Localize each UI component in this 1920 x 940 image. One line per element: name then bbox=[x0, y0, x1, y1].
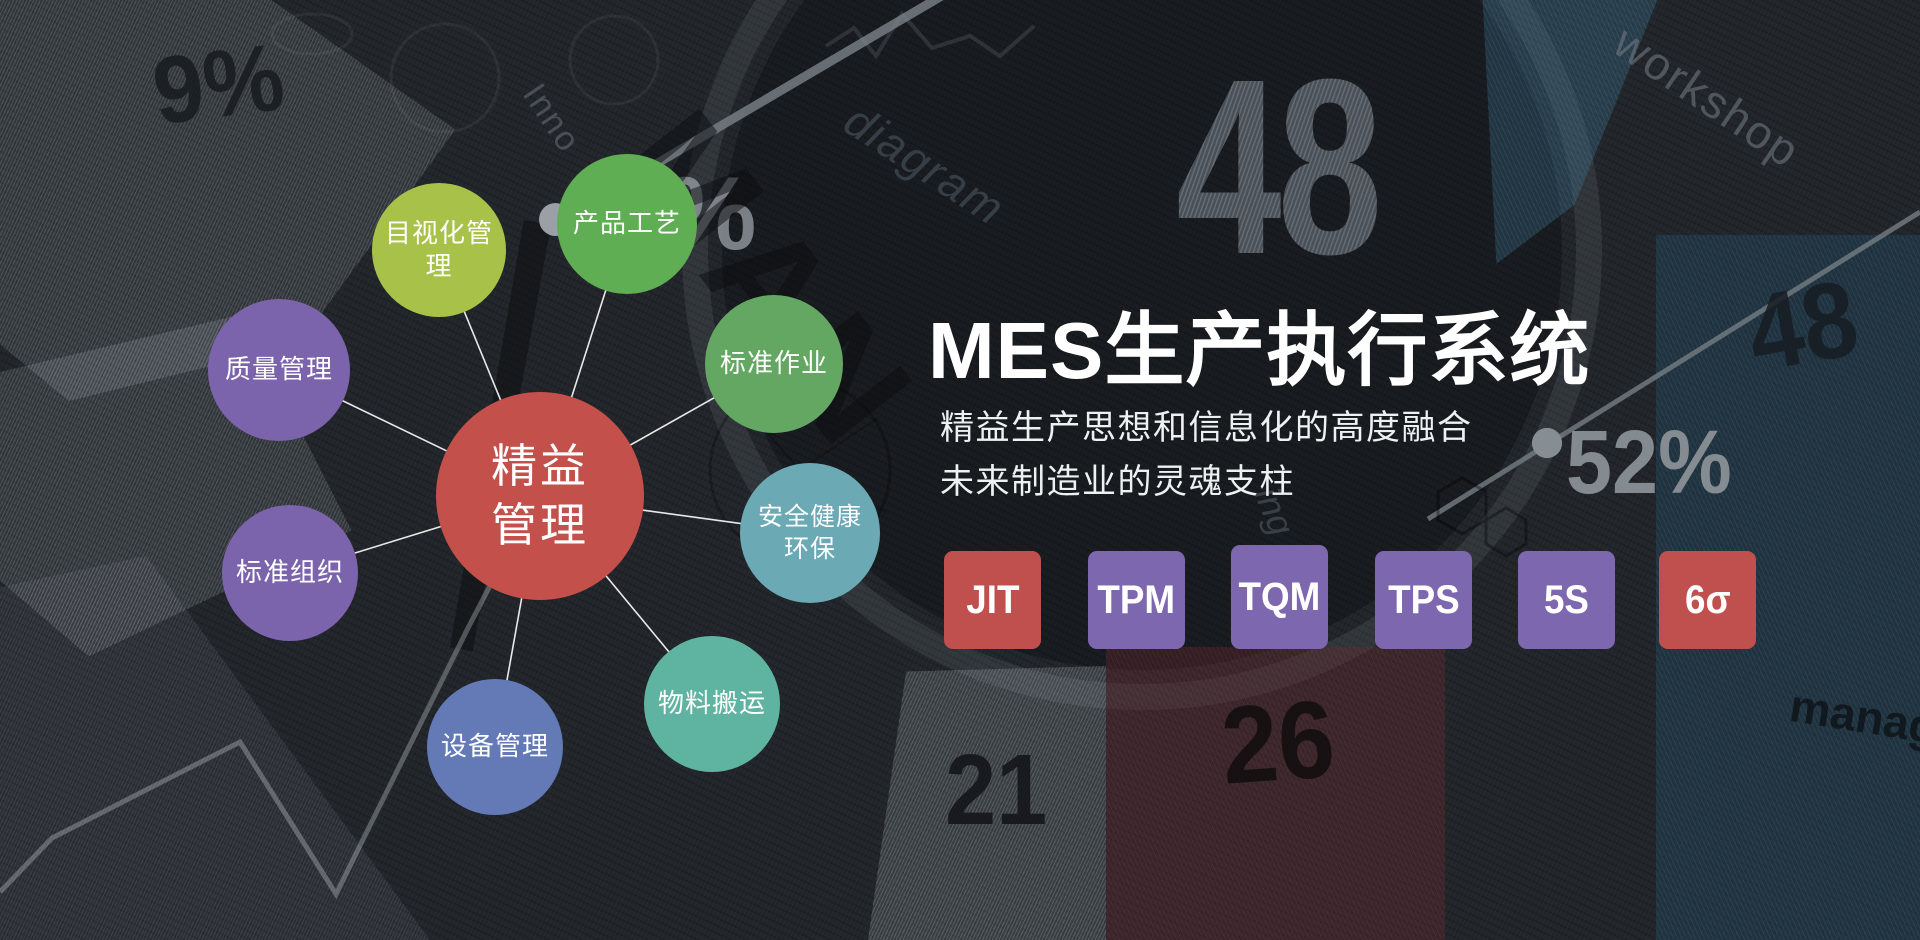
faded-48-large: 48 bbox=[1176, 27, 1383, 306]
node-equipment-management: 设备管理 bbox=[427, 679, 563, 815]
node-product-process: 产品工艺 bbox=[557, 154, 697, 294]
faded-dot-marker bbox=[1532, 428, 1562, 458]
gray-band-bottom bbox=[868, 666, 1106, 940]
badge-5s: 5S bbox=[1518, 551, 1615, 649]
subtitle-line1: 精益生产思想和信息化的高度融合 bbox=[940, 409, 1473, 447]
center-node-label-line1: 精益 bbox=[491, 440, 589, 493]
zigzag-chart-line bbox=[0, 488, 543, 900]
badge-label: 5S bbox=[1543, 577, 1590, 622]
node-safety-health-environment: 安全健康 环保 bbox=[740, 463, 880, 603]
node-standard-operations: 标准作业 bbox=[705, 295, 843, 433]
cloud-doodle bbox=[270, 12, 354, 56]
center-node-label-line2: 管理 bbox=[491, 499, 589, 551]
node-label-line2: 环保 bbox=[783, 535, 836, 563]
badge-label: TPM bbox=[1097, 577, 1176, 622]
badge-tps: TPS bbox=[1375, 551, 1472, 649]
trend-line bbox=[1426, 209, 1920, 522]
red-band-bottom bbox=[1106, 647, 1445, 940]
node-label: 标准作业 bbox=[719, 348, 828, 379]
badge-jit: JIT bbox=[944, 551, 1041, 649]
node-visual-management: 目视化管理 bbox=[372, 183, 506, 317]
node-label: 标准组织 bbox=[235, 557, 344, 588]
node-label-line1: 安全健康 bbox=[757, 503, 862, 531]
node-material-handling: 物料搬运 bbox=[644, 636, 780, 772]
badge-6sigma: 6σ bbox=[1659, 551, 1756, 649]
node-label: 目视化管理 bbox=[384, 217, 493, 281]
faded-21: 21 bbox=[945, 734, 1048, 846]
center-node-lean-management: 精益 管理 bbox=[436, 392, 644, 600]
node-label: 设备管理 bbox=[440, 731, 549, 762]
faded-52-percent: 52% bbox=[1566, 413, 1732, 513]
badge-tpm: TPM bbox=[1088, 551, 1185, 649]
node-standard-organization: 标准组织 bbox=[222, 505, 358, 641]
node-label: 物料搬运 bbox=[657, 688, 766, 719]
molecule-doodle bbox=[1436, 476, 1528, 558]
badge-tqm: TQM bbox=[1231, 545, 1328, 649]
badge-label: TQM bbox=[1238, 574, 1321, 619]
subtitle-line2: 未来制造业的灵魂支柱 bbox=[940, 463, 1295, 501]
node-label: 产品工艺 bbox=[572, 208, 681, 239]
heartbeat-doodle bbox=[824, 10, 1036, 60]
badge-label: TPS bbox=[1387, 577, 1460, 622]
node-label: 质量管理 bbox=[224, 354, 333, 385]
node-quality-management: 质量管理 bbox=[208, 299, 350, 441]
page-title: MES生产执行系统 bbox=[928, 306, 1591, 395]
sun-doodle bbox=[389, 22, 501, 134]
gear-doodle bbox=[568, 14, 660, 106]
badge-label: 6σ bbox=[1684, 577, 1731, 622]
badge-label: JIT bbox=[965, 577, 1020, 622]
